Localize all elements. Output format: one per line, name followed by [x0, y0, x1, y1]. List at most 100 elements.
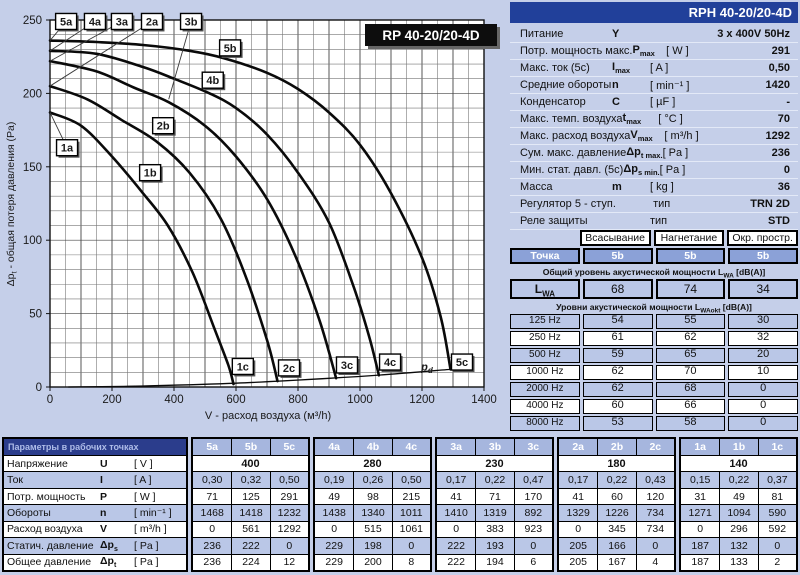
point-value: 4: [635, 553, 674, 570]
point-value: 193: [475, 537, 514, 554]
acoustic-point-value: 5b: [655, 248, 726, 264]
param-unit: [ W ]: [134, 490, 156, 503]
voltage-value: 180: [559, 455, 674, 472]
chart-title-box: [365, 24, 497, 46]
freq-label: 1000 Hz: [510, 365, 580, 380]
point-value: 1094: [719, 504, 758, 521]
spec-symbol: m: [612, 181, 622, 193]
point-value: 734: [635, 520, 674, 538]
point-label-1b: 1b: [144, 168, 157, 180]
lwa-value: 74: [655, 279, 726, 299]
point-col-header: 3c: [513, 439, 552, 455]
x-tick-label: 400: [164, 394, 183, 406]
acoustic-freq-row: 500 Hz 59 65 20: [510, 348, 798, 363]
point-label-2b: 2b: [157, 121, 170, 133]
point-label-1a: 1a: [61, 143, 74, 155]
acoustic-col-header: Всасывание: [579, 230, 651, 246]
point-value: 0: [391, 537, 430, 554]
param-name: Общее давление: [7, 556, 92, 569]
point-value: 125: [231, 487, 270, 505]
point-value: 49: [719, 487, 758, 505]
point-value: 0,37: [757, 471, 796, 488]
acoustic-col-header: Окр. простр.: [727, 230, 798, 246]
point-value: 170: [513, 487, 552, 505]
spec-value: 0: [783, 164, 790, 176]
curve-5-400V: [48, 39, 452, 371]
point-value: 0: [635, 537, 674, 554]
point-label-box-3a: [110, 12, 134, 31]
spec-label: Потр. мощность макс.: [520, 45, 633, 57]
spec-symbol: Vmax: [630, 128, 653, 144]
point-col-header: 2b: [597, 439, 636, 455]
acoustic-freq-row: 250 Hz 61 62 32: [510, 331, 798, 346]
point-label-1c: 1c: [237, 361, 249, 373]
freq-label: 250 Hz: [510, 331, 580, 346]
point-value: 0,15: [681, 471, 720, 488]
point-value: 0,26: [353, 471, 392, 488]
point-value: 12: [269, 553, 308, 570]
point-label-box-1b: [138, 163, 162, 182]
spec-value: 291: [771, 45, 790, 57]
point-value: 120: [635, 487, 674, 505]
x-tick-label: 1200: [409, 394, 435, 406]
voltage-value: 230: [437, 455, 552, 472]
point-value: 0,47: [513, 471, 552, 488]
param-unit: [ m³/h ]: [134, 523, 167, 536]
point-label-2c: 2c: [283, 363, 295, 375]
spec-value: TRN 2D: [750, 198, 790, 210]
acoustic-col-header: Нагнетание: [653, 230, 725, 246]
spec-symbol: Y: [612, 28, 620, 40]
freq-value: 62: [582, 365, 653, 380]
point-label-4a: 4a: [89, 16, 102, 28]
point-value: 215: [391, 487, 430, 505]
freq-value: 60: [582, 399, 653, 414]
spec-label: Регулятор 5 - ступ.: [520, 198, 616, 210]
point-value: 291: [269, 487, 308, 505]
spec-value: 36: [777, 181, 790, 193]
spec-value: 3 x 400V 50Hz: [717, 28, 790, 40]
point-col-header: 4b: [353, 439, 392, 455]
freq-value: 70: [655, 365, 726, 380]
point-value: 1271: [681, 504, 720, 521]
acoustic-lwa-row: LWA 68 74 34: [510, 279, 798, 299]
x-tick-label: 600: [226, 394, 245, 406]
y-tick-label: 150: [23, 162, 42, 174]
point-value: 1340: [353, 504, 392, 521]
freq-value: 54: [582, 314, 653, 329]
point-value: 132: [719, 537, 758, 554]
spec-symbol: C: [612, 96, 620, 108]
voltage-value: 140: [681, 455, 796, 472]
point-label-box-3b: [179, 12, 203, 31]
spec-row-1: Потр. мощность макс. Pmax [ W ] 291: [510, 43, 798, 60]
operating-points-table: Параметры в рабочих точках Напряжение U [ V…: [2, 437, 798, 572]
point-label-box-1a: [55, 139, 79, 157]
spec-label: Средние обороты: [520, 79, 612, 91]
point-value: 187: [681, 537, 720, 554]
y-tick-label: 50: [29, 309, 42, 321]
param-symbol: V: [100, 523, 108, 536]
acoustic-point-value: 5b: [728, 248, 798, 264]
point-value: 2: [757, 553, 796, 570]
param-symbol: Δps: [100, 538, 118, 553]
lwa-symbol: LWA: [510, 279, 580, 299]
point-value: 236: [193, 537, 232, 554]
param-unit: [ min⁻¹ ]: [134, 506, 172, 519]
x-tick-label: 800: [288, 394, 307, 406]
spec-label: Реле защиты: [520, 215, 588, 227]
spec-value: 236: [771, 147, 790, 159]
point-label-box-4c: [378, 353, 402, 371]
model-title: RPH 40-20/20-4D: [510, 2, 798, 23]
point-col-header: 2a: [559, 439, 598, 455]
point-label-box-5c: [450, 353, 474, 371]
freq-value: 66: [655, 399, 726, 414]
acoustic-point-row: Точка 5b 5b 5b: [510, 248, 798, 264]
label-leader-3b: [168, 21, 192, 100]
point-value: 296: [719, 520, 758, 538]
param-unit: [ Pa ]: [134, 539, 159, 552]
y-tick-label: 250: [23, 15, 42, 27]
point-value: 236: [193, 553, 232, 570]
spec-label: Сум. макс. давление: [520, 147, 627, 159]
acoustic-freq-row: 1000 Hz 62 70 10: [510, 365, 798, 380]
point-col-header: 2c: [635, 439, 674, 455]
acoustic-corner: [510, 230, 577, 246]
